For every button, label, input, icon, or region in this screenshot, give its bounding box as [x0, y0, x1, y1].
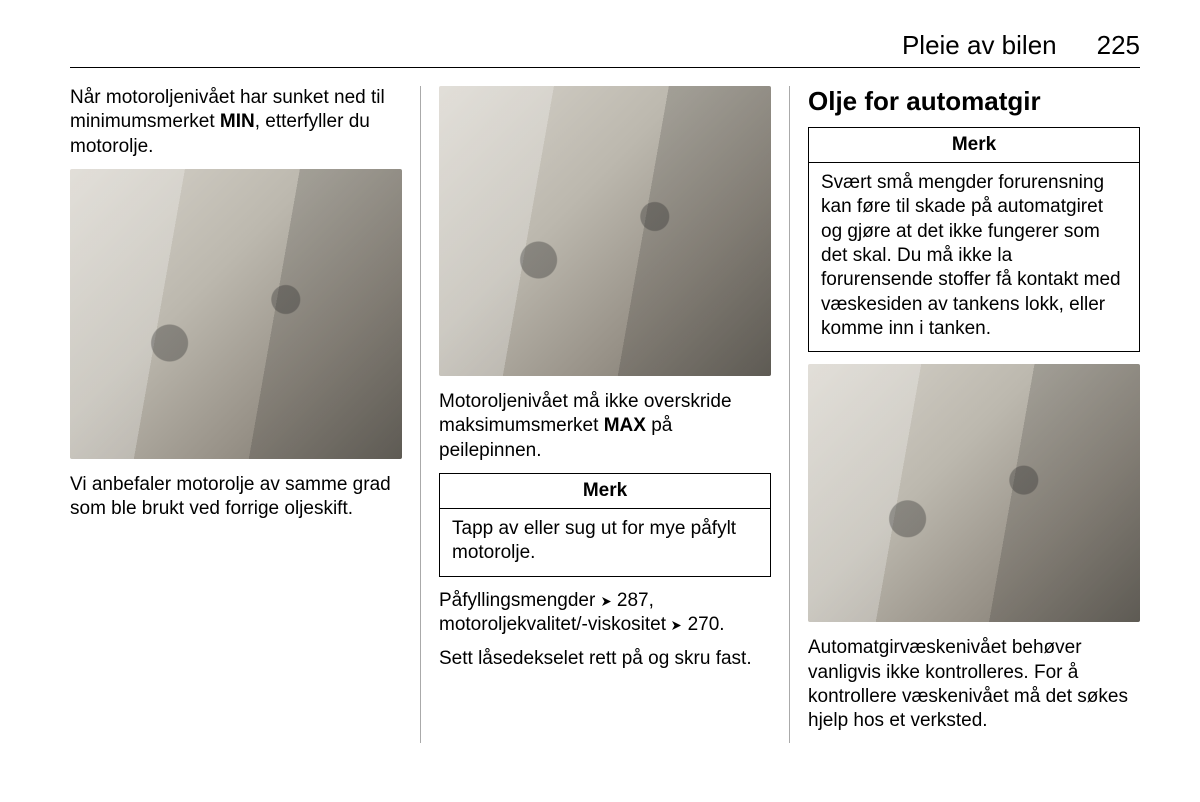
note-body: Tapp av eller sug ut for mye påfylt moto…	[440, 509, 770, 576]
col1-paragraph-1: Når motoroljenivået har sunket ned til m…	[70, 86, 402, 159]
min-label: MIN	[220, 111, 255, 132]
col2-paragraph-3: Sett låsedekselet rett på og skru fast.	[439, 647, 771, 671]
ref-page: 270	[688, 614, 720, 635]
content-columns: Når motoroljenivået har sunket ned til m…	[70, 86, 1140, 743]
col1-paragraph-2: Vi anbefaler motorolje av samme grad som…	[70, 473, 402, 522]
engine-oil-fill-illustration-2	[439, 86, 771, 376]
manual-page: Pleie av bilen 225 Når motoroljenivået h…	[0, 0, 1200, 802]
text: .	[719, 614, 724, 635]
note-title: Merk	[809, 128, 1139, 163]
transmission-fluid-cap-illustration	[808, 364, 1140, 622]
note-title: Merk	[440, 474, 770, 509]
column-2: Motoroljenivået må ikke overskride maksi…	[439, 86, 771, 743]
note-body: Svært små mengder forurensning kan føre …	[809, 163, 1139, 351]
engine-oil-fill-illustration-1	[70, 169, 402, 459]
text: Påfyllingsmengder	[439, 590, 601, 611]
note-box-oil-overflow: Merk Tapp av eller sug ut for mye påfylt…	[439, 473, 771, 577]
reference-arrow-icon	[671, 614, 682, 637]
reference-arrow-icon	[601, 590, 612, 613]
max-label: MAX	[604, 415, 646, 436]
text: Motoroljenivået må ikke overskride maksi…	[439, 391, 732, 436]
note-box-contamination: Merk Svært små mengder forurensning kan …	[808, 127, 1140, 352]
col2-paragraph-2: Påfyllingsmengder 287, motoroljekvalitet…	[439, 589, 771, 638]
header-title: Pleie av bilen	[902, 30, 1057, 61]
section-heading-auto-transmission-oil: Olje for automatgir	[808, 86, 1140, 117]
column-3: Olje for automatgir Merk Svært små mengd…	[808, 86, 1140, 743]
col3-paragraph-1: Automatgirvæskenivået behøver vanligvis …	[808, 636, 1140, 733]
ref-page: 287	[617, 590, 649, 611]
col2-paragraph-1: Motoroljenivået må ikke overskride maksi…	[439, 390, 771, 463]
column-1: Når motoroljenivået har sunket ned til m…	[70, 86, 402, 743]
page-number: 225	[1097, 30, 1140, 61]
page-header: Pleie av bilen 225	[70, 30, 1140, 68]
column-divider	[789, 86, 790, 743]
column-divider	[420, 86, 421, 743]
